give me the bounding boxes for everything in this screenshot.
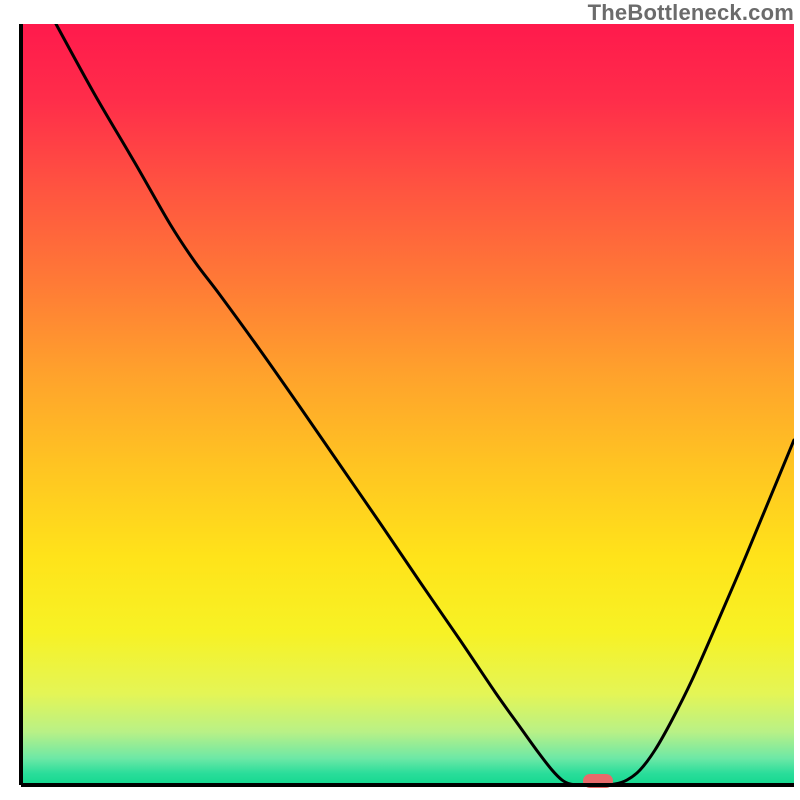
watermark-text: TheBottleneck.com xyxy=(588,0,794,26)
gradient-background xyxy=(21,24,794,785)
bottleneck-chart: TheBottleneck.com xyxy=(0,0,800,800)
chart-canvas xyxy=(0,0,800,800)
